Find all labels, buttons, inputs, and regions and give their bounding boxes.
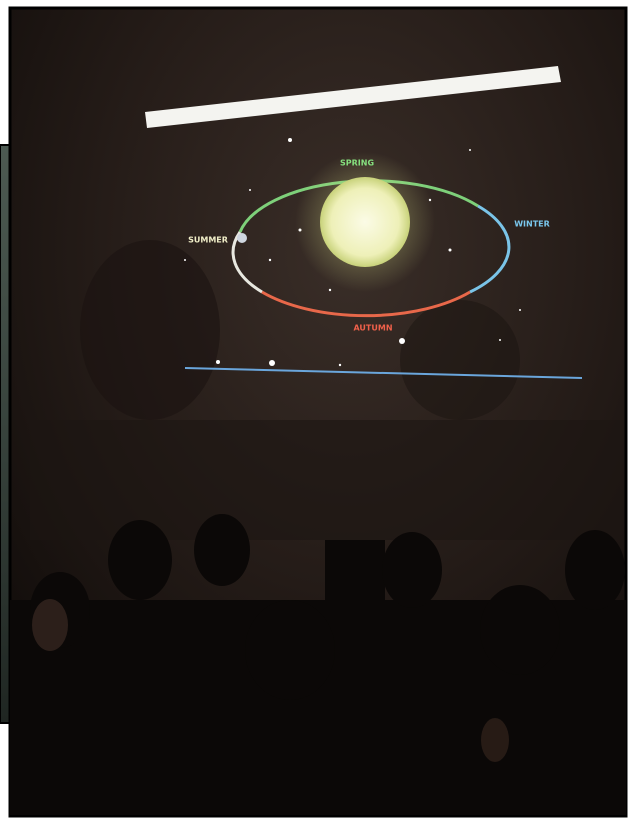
star [519,309,521,311]
season-label: WINTER [514,220,550,229]
season-label: SUMMER [188,236,228,245]
star [449,249,452,252]
star [339,364,341,366]
silhouette [480,585,560,675]
earth [237,233,247,243]
star [329,289,331,291]
season-label: SPRING [340,159,374,168]
silhouette [194,514,250,586]
star [249,189,251,191]
silhouette [245,600,335,700]
shadow [80,240,220,420]
star [399,338,405,344]
star [288,138,292,142]
star [469,149,471,151]
star [216,360,220,364]
main-photo: SPRING SUMMER WINTER AUTUMN [10,8,626,816]
shadow [400,300,520,420]
face-highlight [32,599,68,651]
star [184,259,186,261]
photo-collage: SPRING SUMMER WINTER AUTUMN [0,0,634,823]
star [499,339,501,341]
face-highlight [481,718,509,762]
silhouette [565,530,625,610]
star [269,259,271,261]
silhouette [325,540,385,630]
silhouette [382,532,442,608]
sun [320,177,410,267]
star [269,360,275,366]
season-label: AUTUMN [353,324,392,333]
shadow [30,420,620,540]
silhouette [108,520,172,600]
